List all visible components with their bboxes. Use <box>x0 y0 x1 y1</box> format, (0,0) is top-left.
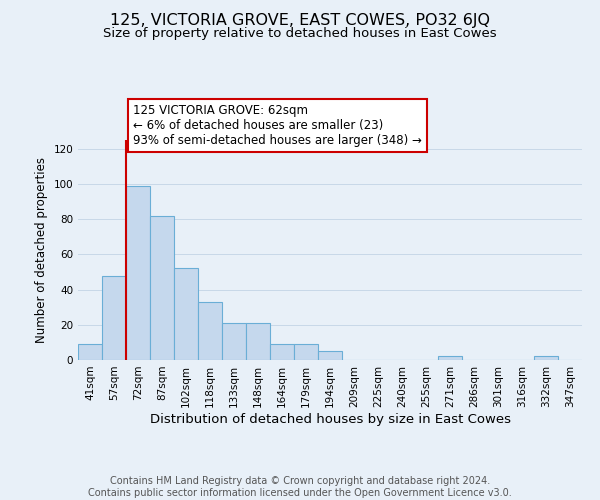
Bar <box>102 276 126 360</box>
Bar <box>198 302 222 360</box>
Bar <box>534 356 558 360</box>
Bar <box>270 344 294 360</box>
Bar <box>222 323 246 360</box>
Bar <box>246 323 270 360</box>
Bar <box>78 344 102 360</box>
Text: Size of property relative to detached houses in East Cowes: Size of property relative to detached ho… <box>103 28 497 40</box>
X-axis label: Distribution of detached houses by size in East Cowes: Distribution of detached houses by size … <box>149 412 511 426</box>
Text: Contains HM Land Registry data © Crown copyright and database right 2024.
Contai: Contains HM Land Registry data © Crown c… <box>88 476 512 498</box>
Bar <box>318 351 342 360</box>
Text: 125 VICTORIA GROVE: 62sqm
← 6% of detached houses are smaller (23)
93% of semi-d: 125 VICTORIA GROVE: 62sqm ← 6% of detach… <box>133 104 422 147</box>
Text: 125, VICTORIA GROVE, EAST COWES, PO32 6JQ: 125, VICTORIA GROVE, EAST COWES, PO32 6J… <box>110 12 490 28</box>
Bar <box>438 356 462 360</box>
Bar <box>294 344 318 360</box>
Bar <box>150 216 174 360</box>
Y-axis label: Number of detached properties: Number of detached properties <box>35 157 48 343</box>
Bar <box>126 186 150 360</box>
Bar <box>174 268 198 360</box>
